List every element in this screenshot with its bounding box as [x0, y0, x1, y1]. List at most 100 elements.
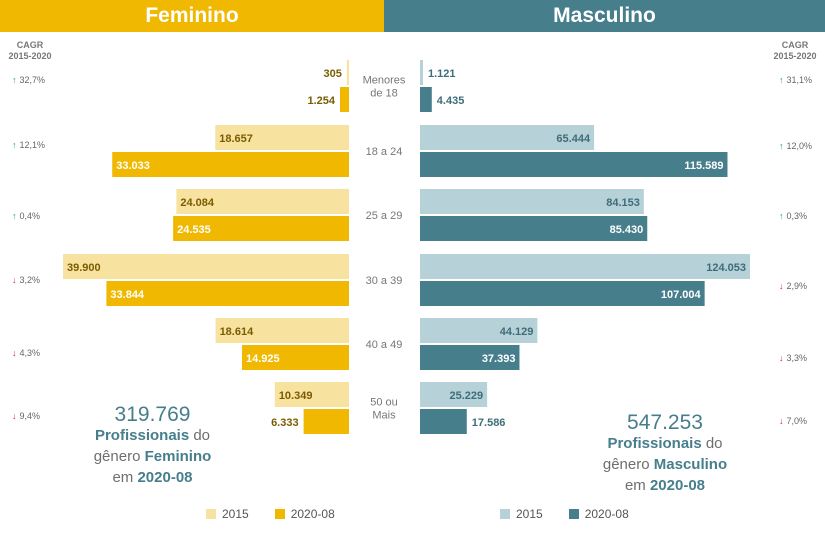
- cagr-female-item: ↓ 9,4%: [12, 411, 40, 421]
- female-2015-bar: [346, 60, 349, 85]
- cagr-female-item: ↓ 4,3%: [12, 348, 40, 358]
- male-summary: 547.253 Profissionais do gênero Masculin…: [580, 412, 750, 496]
- legend-swatch-f2020: [274, 509, 285, 519]
- male-summary-word: do: [705, 435, 723, 452]
- cagr-value: 4,3%: [19, 348, 41, 358]
- male-2015-label: 25.229: [449, 390, 483, 402]
- cagr-value: 7,0%: [786, 416, 808, 426]
- category-label: 50 ou: [370, 397, 398, 409]
- male-2015-bar: [420, 318, 538, 343]
- cagr-value: 0,3%: [786, 211, 808, 221]
- male-summary-word: gênero: [602, 456, 650, 473]
- male-2015-bar: [420, 254, 750, 279]
- arrow-up-icon: ↑: [779, 211, 784, 221]
- female-2020-bar: [112, 152, 349, 177]
- female-2020-bar: [173, 216, 349, 241]
- male-2015-bar: [420, 382, 488, 407]
- cagr-female-item: ↑ 0,4%: [12, 211, 40, 221]
- female-2015-label: 18.657: [219, 133, 253, 145]
- female-2015-bar: [63, 254, 349, 279]
- male-2015-bar: [420, 125, 595, 150]
- female-summary-word: Feminino: [144, 448, 212, 465]
- male-2020-bar: [420, 345, 520, 370]
- female-2015-label: 10.349: [279, 390, 313, 402]
- arrow-down-icon: ↓: [779, 281, 784, 291]
- legend-label: 2015: [516, 507, 543, 521]
- female-2020-label: 6.333: [271, 417, 299, 429]
- category-label: Mais: [372, 410, 396, 422]
- legend-swatch-m2020: [568, 509, 579, 519]
- legend-swatch-f2015: [206, 509, 216, 519]
- female-summary-word: 2020-08: [137, 469, 193, 486]
- legend-label: 2020-08: [584, 507, 629, 521]
- male-header: Masculino: [384, 0, 825, 32]
- cagr-value: 32,7%: [19, 75, 46, 85]
- female-2015-label: 18.614: [220, 326, 255, 338]
- male-2020-bar: [420, 152, 728, 177]
- cagr-title-right: CAGR 2015-2020: [773, 40, 817, 61]
- male-summary-word: em: [624, 477, 646, 494]
- female-2020-label: 24.535: [177, 224, 211, 236]
- male-2015-label: 124.053: [706, 262, 746, 274]
- male-2020-bar: [420, 216, 648, 241]
- female-summary-word: do: [193, 427, 211, 444]
- female-summary-word: Profissionais: [94, 427, 190, 444]
- cagr-female-item: ↑ 32,7%: [12, 75, 45, 85]
- male-summary-word: Masculino: [653, 456, 728, 473]
- male-total: 547.253: [627, 411, 703, 434]
- male-2020-label: 17.586: [472, 417, 506, 429]
- female-2015-bar: [176, 189, 349, 214]
- male-2015-label: 1.121: [428, 68, 456, 80]
- category-label: 40 a 49: [366, 339, 403, 351]
- cagr-male-item: ↓ 2,9%: [779, 281, 807, 291]
- arrow-up-icon: ↑: [779, 141, 784, 151]
- cagr-value: 9,4%: [19, 411, 41, 421]
- female-legend: 2015 2020-08: [206, 507, 335, 521]
- arrow-up-icon: ↑: [12, 140, 17, 150]
- arrow-down-icon: ↓: [12, 275, 17, 285]
- male-2020-label: 37.393: [482, 353, 516, 365]
- arrow-up-icon: ↑: [779, 75, 784, 85]
- female-summary-word: gênero: [93, 448, 141, 465]
- cagr-value: 3,2%: [19, 275, 41, 285]
- female-2015-label: 305: [323, 68, 341, 80]
- arrow-down-icon: ↓: [12, 348, 17, 358]
- cagr-female-item: ↓ 3,2%: [12, 275, 40, 285]
- male-legend: 2015 2020-08: [500, 507, 629, 521]
- category-label: 18 a 24: [366, 146, 403, 158]
- cagr-male-item: ↓ 3,3%: [779, 353, 807, 363]
- cagr-value: 0,4%: [19, 211, 41, 221]
- cagr-male-item: ↑ 31,1%: [779, 75, 812, 85]
- cagr-title-left: CAGR 2015-2020: [8, 40, 52, 61]
- female-total: 319.769: [114, 403, 191, 426]
- female-2020-label: 33.844: [110, 289, 145, 301]
- male-2020-bar: [420, 87, 432, 112]
- female-2020-bar: [242, 345, 349, 370]
- female-2020-label: 14.925: [246, 353, 280, 365]
- female-2020-bar: [106, 281, 349, 306]
- female-2020-bar: [303, 409, 349, 434]
- cagr-male-item: ↓ 7,0%: [779, 416, 807, 426]
- female-2020-bar: [340, 87, 349, 112]
- male-2015-bar: [420, 60, 423, 85]
- male-2020-bar: [420, 281, 705, 306]
- female-2015-label: 24.084: [180, 197, 215, 209]
- female-2015-bar: [274, 382, 349, 407]
- category-label: 30 a 39: [366, 275, 403, 287]
- arrow-down-icon: ↓: [12, 411, 17, 421]
- female-header: Feminino: [0, 0, 384, 32]
- female-2020-label: 1.254: [307, 95, 335, 107]
- arrow-down-icon: ↓: [779, 416, 784, 426]
- male-2020-bar: [420, 409, 467, 434]
- male-2015-bar: [420, 189, 644, 214]
- cagr-male-item: ↑ 12,0%: [779, 141, 812, 151]
- arrow-down-icon: ↓: [779, 353, 784, 363]
- female-summary: 319.769 Profissionais do gênero Feminino…: [70, 404, 235, 488]
- category-label: 25 a 29: [366, 210, 403, 222]
- category-label: de 18: [370, 88, 398, 100]
- female-2015-bar: [215, 318, 349, 343]
- arrow-up-icon: ↑: [12, 211, 17, 221]
- male-2020-label: 115.589: [684, 160, 723, 172]
- male-2015-label: 65.444: [556, 133, 591, 145]
